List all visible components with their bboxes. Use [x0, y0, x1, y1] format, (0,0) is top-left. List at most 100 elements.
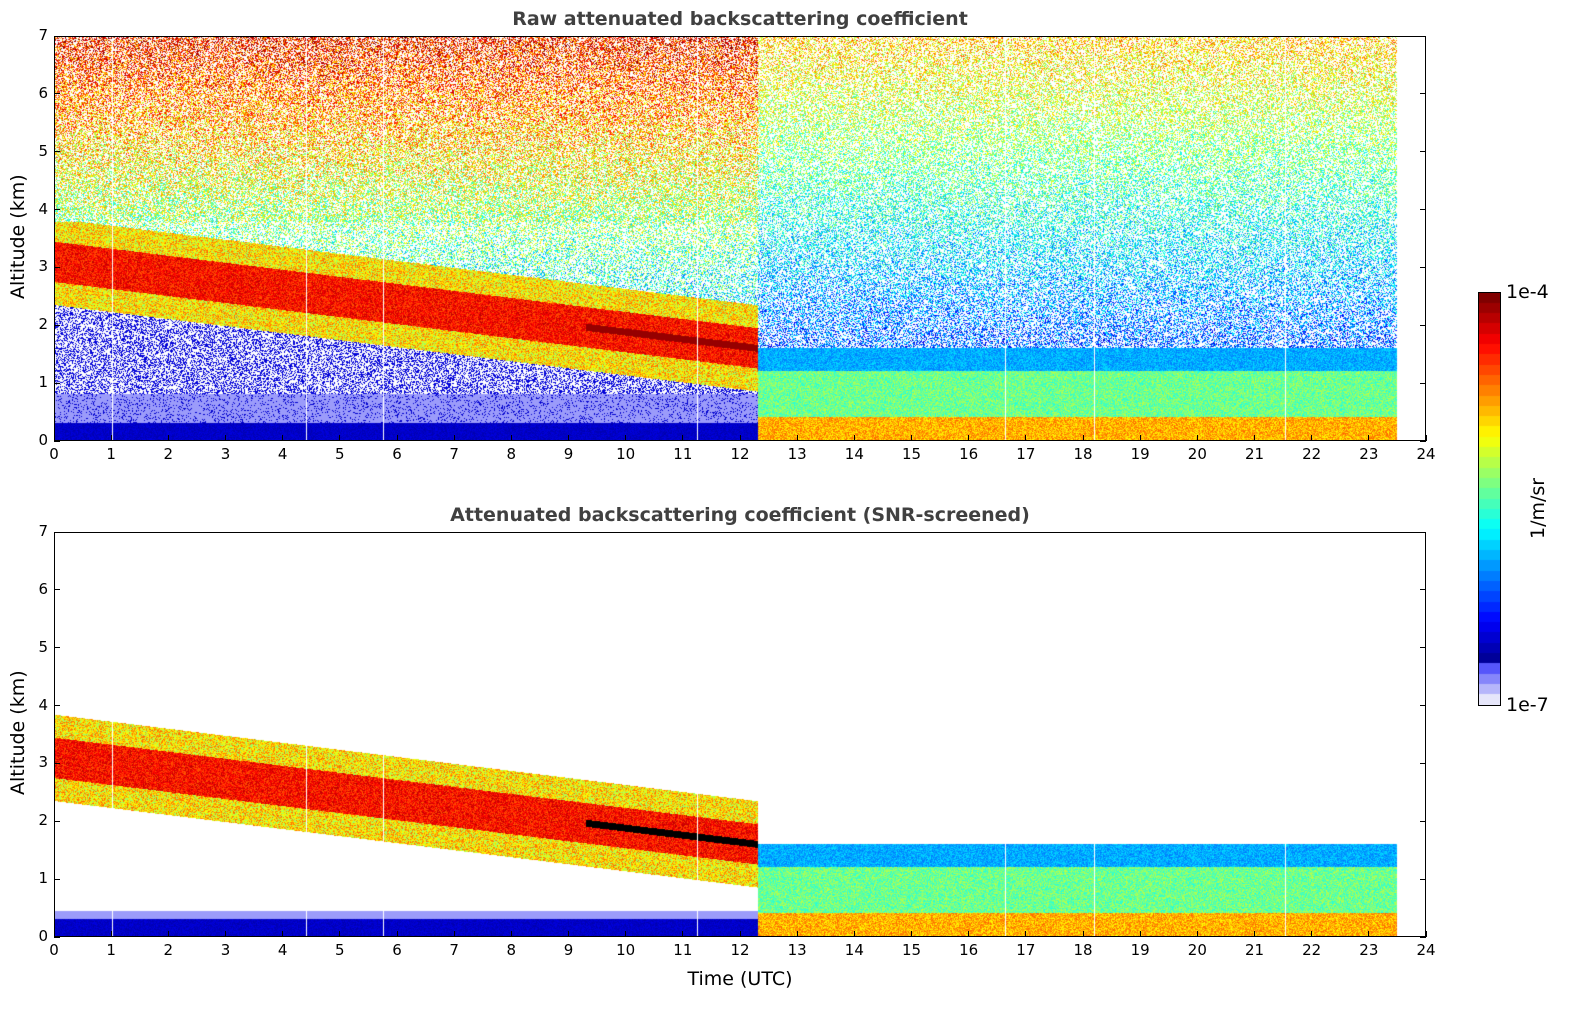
- y-tick-right: [1420, 324, 1426, 326]
- x-tick: [1025, 931, 1027, 937]
- y-tick: [54, 705, 60, 707]
- x-tick-label: 19: [1130, 941, 1150, 959]
- x-tick: [53, 931, 55, 937]
- y-tick-right: [1420, 35, 1426, 37]
- y-tick: [54, 35, 60, 37]
- y-tick: [54, 151, 60, 153]
- y-tick-right: [1420, 93, 1426, 95]
- x-tick-label: 22: [1302, 445, 1322, 463]
- x-tick: [1139, 435, 1141, 441]
- x-tick: [911, 931, 912, 937]
- colorbar-min-label: 1e-7: [1506, 694, 1549, 716]
- x-tick-label: 14: [844, 941, 864, 959]
- x-tick: [225, 931, 226, 937]
- x-tick: [1082, 435, 1084, 441]
- x-tick: [625, 435, 627, 441]
- y-tick-label: 7: [38, 26, 48, 44]
- colorbar-unit-label: 1/m/sr: [1527, 477, 1549, 539]
- x-tick-label: 24: [1416, 445, 1436, 463]
- x-tick: [282, 435, 284, 441]
- x-tick-label: 23: [1359, 941, 1379, 959]
- y-tick: [54, 209, 60, 211]
- x-tick: [1025, 435, 1027, 441]
- y-tick-label: 5: [38, 637, 48, 656]
- y-tick-label: 4: [38, 695, 48, 714]
- y-tick-right: [1420, 647, 1426, 649]
- top-y-axis-label: Altitude (km): [7, 174, 29, 299]
- x-tick: [911, 435, 912, 441]
- bottom-heatmap-image: [55, 533, 1425, 936]
- x-tick-label: 9: [563, 941, 574, 959]
- x-tick: [1196, 931, 1198, 937]
- y-tick-label: 1: [38, 869, 48, 888]
- x-tick-label: 1: [106, 941, 116, 959]
- x-tick-label: 16: [959, 445, 979, 463]
- x-tick-label: 2: [163, 941, 174, 959]
- y-tick: [54, 382, 60, 384]
- top-heatmap-image: [55, 37, 1425, 440]
- x-tick: [396, 435, 398, 441]
- x-tick: [396, 931, 398, 937]
- x-tick: [1425, 435, 1427, 441]
- x-tick-label: 15: [901, 445, 922, 463]
- x-tick-label: 1: [106, 445, 116, 463]
- x-tick-label: 7: [449, 941, 459, 959]
- y-tick-label: 4: [38, 199, 48, 218]
- x-tick: [167, 435, 169, 441]
- bottom-y-axis-label: Altitude (km): [7, 670, 29, 795]
- x-tick-label: 9: [563, 445, 574, 463]
- y-tick-right: [1420, 440, 1426, 442]
- x-tick: [968, 435, 970, 441]
- x-tick-label: 3: [220, 445, 231, 463]
- y-tick-label: 6: [38, 579, 48, 598]
- x-tick: [625, 931, 627, 937]
- y-tick-label: 6: [38, 83, 48, 102]
- x-axis-label: Time (UTC): [687, 968, 793, 990]
- bottom-chart-title: Attenuated backscattering coefficient (S…: [450, 504, 1030, 526]
- y-tick: [54, 820, 60, 822]
- y-tick-label: 3: [38, 257, 48, 276]
- y-tick-right: [1420, 589, 1426, 591]
- y-tick: [54, 324, 60, 326]
- x-tick-label: 8: [506, 445, 517, 463]
- colorbar: [1478, 292, 1501, 706]
- y-tick: [54, 589, 60, 591]
- y-tick-label: 2: [38, 811, 48, 830]
- x-tick: [282, 931, 284, 937]
- x-tick: [853, 435, 855, 441]
- x-tick: [1254, 435, 1255, 441]
- x-tick: [1311, 931, 1313, 937]
- x-tick-label: 21: [1244, 941, 1265, 959]
- x-tick: [1254, 931, 1255, 937]
- x-tick: [739, 931, 741, 937]
- x-tick: [1196, 435, 1198, 441]
- y-tick: [54, 878, 60, 880]
- x-tick: [568, 931, 569, 937]
- y-tick-label: 1: [38, 373, 48, 392]
- x-tick: [510, 435, 512, 441]
- x-tick-label: 21: [1244, 445, 1265, 463]
- x-tick-label: 13: [787, 445, 807, 463]
- y-tick-right: [1420, 820, 1426, 822]
- y-tick: [54, 762, 60, 764]
- x-tick-label: 8: [506, 941, 517, 959]
- colorbar-max-label: 1e-4: [1506, 281, 1549, 303]
- x-tick-label: 7: [449, 445, 459, 463]
- x-tick: [1425, 931, 1427, 937]
- x-tick: [1082, 931, 1084, 937]
- y-tick-label: 0: [38, 431, 48, 449]
- y-tick-right: [1420, 209, 1426, 211]
- x-tick-label: 18: [1073, 445, 1093, 463]
- bottom-heatmap-panel: [54, 532, 1426, 937]
- x-tick-label: 17: [1016, 445, 1036, 463]
- x-tick-label: 0: [49, 445, 59, 463]
- x-tick-label: 6: [392, 445, 402, 463]
- x-tick: [739, 435, 741, 441]
- x-tick: [682, 931, 684, 937]
- x-tick-label: 4: [277, 941, 288, 959]
- x-tick: [796, 435, 798, 441]
- x-tick-label: 11: [673, 941, 693, 959]
- y-tick: [54, 531, 60, 533]
- x-tick-label: 5: [335, 445, 345, 463]
- y-tick-right: [1420, 878, 1426, 880]
